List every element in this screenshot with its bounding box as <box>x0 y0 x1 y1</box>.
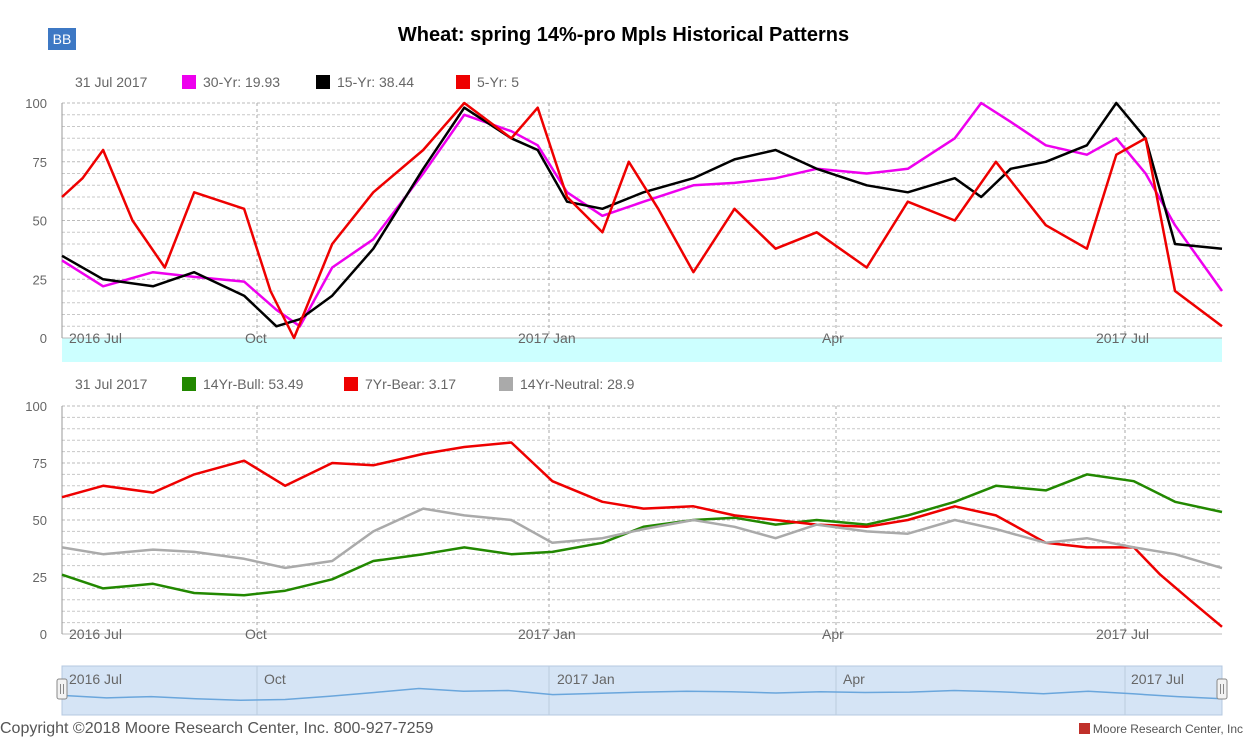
legend-swatch[interactable] <box>499 377 513 391</box>
navigator-selection[interactable] <box>61 665 1223 716</box>
navigator-right-handle[interactable] <box>1216 678 1228 700</box>
range-band <box>62 338 1222 362</box>
legend-swatch[interactable] <box>456 75 470 89</box>
series-line-14yr-neutral <box>61 507 1223 570</box>
legend-swatch[interactable] <box>182 377 196 391</box>
x-tick-label: Oct <box>245 330 267 346</box>
series-line-5-yr <box>61 101 1223 340</box>
y-tick-label: 50 <box>33 513 47 528</box>
legend-label: 5-Yr: 5 <box>477 74 519 90</box>
navigator-label: 2017 Jan <box>557 671 615 687</box>
copyright-text: Copyright ©2018 Moore Research Center, I… <box>0 720 434 737</box>
x-tick-label: 2017 Jul <box>1096 330 1149 346</box>
x-tick-label: 2017 Jan <box>518 330 576 346</box>
x-tick-label: 2016 Jul <box>69 626 122 642</box>
navigator-label: 2016 Jul <box>69 671 122 687</box>
series-line-30-yr <box>61 101 1224 328</box>
series-line-14yr-bull <box>61 473 1223 597</box>
x-tick-label: 2016 Jul <box>69 330 122 346</box>
navigator-label: Apr <box>843 671 865 687</box>
y-tick-label: 100 <box>25 96 47 111</box>
y-tick-label: 100 <box>25 399 47 414</box>
legend-swatch[interactable] <box>344 377 358 391</box>
legend-swatch[interactable] <box>182 75 196 89</box>
y-tick-label: 25 <box>33 570 47 585</box>
x-tick-label: Oct <box>245 626 267 642</box>
legend-label: 15-Yr: 38.44 <box>337 74 414 90</box>
x-tick-label: Apr <box>822 626 844 642</box>
legend-label: 7Yr-Bear: 3.17 <box>365 376 456 392</box>
legend-label: 14Yr-Bull: 53.49 <box>203 376 304 392</box>
y-tick-label: 50 <box>33 214 47 229</box>
navigator-line <box>61 687 1223 702</box>
chart-title: Wheat: spring 14%-pro Mpls Historical Pa… <box>397 24 850 46</box>
legend-label: 30-Yr: 19.93 <box>203 74 280 90</box>
series-line-15-yr <box>61 101 1223 328</box>
legend-label: 14Yr-Neutral: 28.9 <box>520 376 635 392</box>
navigator-label: Oct <box>264 671 286 687</box>
x-tick-label: 2017 Jul <box>1096 626 1149 642</box>
brand-label: Moore Research Center, Inc <box>1092 722 1243 736</box>
legend-swatch[interactable] <box>316 75 330 89</box>
bb-button[interactable]: BB <box>48 28 76 50</box>
brand-logo-icon <box>1078 723 1090 734</box>
x-tick-label: 2017 Jan <box>518 626 576 642</box>
brand-text: Moore Research Center, Inc <box>1078 722 1243 736</box>
x-tick-label: Apr <box>822 330 844 346</box>
y-tick-label: 75 <box>33 456 47 471</box>
legend-date: 31 Jul 2017 <box>75 376 148 392</box>
navigator-label: 2017 Jul <box>1131 671 1184 687</box>
series-line-7yr-bear <box>61 441 1223 628</box>
y-tick-label: 0 <box>40 627 47 642</box>
y-tick-label: 75 <box>33 155 47 170</box>
navigator-left-handle[interactable] <box>56 678 68 700</box>
y-tick-label: 25 <box>33 272 47 287</box>
legend-date: 31 Jul 2017 <box>75 74 148 90</box>
y-tick-label: 0 <box>40 331 47 346</box>
